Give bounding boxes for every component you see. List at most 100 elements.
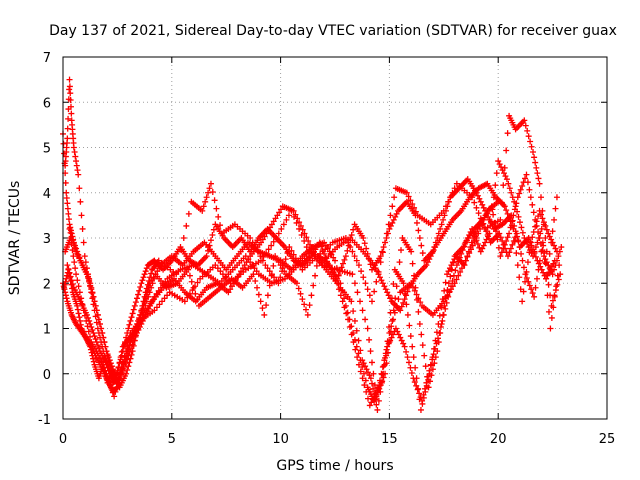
data-point <box>359 375 366 382</box>
data-point <box>483 228 490 235</box>
data-point <box>537 230 544 237</box>
data-point <box>415 227 422 234</box>
data-point <box>301 238 308 245</box>
data-point <box>272 253 279 260</box>
data-point <box>536 257 543 264</box>
data-point <box>384 343 391 350</box>
data-point <box>477 198 484 205</box>
data-point <box>359 307 366 314</box>
data-point <box>63 189 70 196</box>
data-point <box>505 180 512 187</box>
data-point <box>63 295 70 302</box>
data-point <box>72 265 79 272</box>
data-point <box>409 343 416 350</box>
data-point <box>339 260 346 267</box>
data-point <box>415 385 422 392</box>
data-point <box>526 186 533 193</box>
data-point <box>449 277 456 284</box>
data-point <box>131 302 138 309</box>
data-point <box>400 280 407 287</box>
data-point <box>153 304 160 311</box>
data-point <box>405 359 412 366</box>
data-point <box>551 242 558 249</box>
data-point <box>262 262 269 269</box>
data-point <box>528 143 535 150</box>
data-point <box>361 382 368 389</box>
data-point <box>162 278 169 285</box>
data-point <box>430 247 437 254</box>
data-point <box>103 361 110 368</box>
data-point <box>148 270 155 277</box>
data-point <box>413 375 420 382</box>
data-point <box>434 348 441 355</box>
data-point <box>229 283 236 290</box>
data-point <box>504 234 511 241</box>
data-point <box>529 234 536 241</box>
data-point <box>368 399 375 406</box>
data-point <box>378 277 385 284</box>
data-point <box>126 321 133 328</box>
data-point <box>445 280 452 287</box>
data-point <box>183 222 190 229</box>
data-point <box>527 138 534 145</box>
data-point <box>95 345 102 352</box>
data-point <box>485 213 492 220</box>
data-point <box>63 275 70 282</box>
data-point <box>333 277 340 284</box>
data-point <box>203 253 210 260</box>
data-point <box>128 345 135 352</box>
data-point <box>118 371 125 378</box>
data-point <box>514 194 521 201</box>
data-point <box>115 376 122 383</box>
data-point <box>474 192 481 199</box>
data-point <box>439 296 446 303</box>
data-point <box>123 348 130 355</box>
data-point <box>518 250 525 257</box>
data-point <box>386 225 393 232</box>
data-point <box>382 239 389 246</box>
data-point <box>448 266 455 273</box>
data-point <box>438 221 445 228</box>
data-point <box>424 259 431 266</box>
data-point <box>143 298 150 305</box>
data-point <box>64 200 71 207</box>
data-point <box>431 360 438 367</box>
data-point <box>282 256 289 263</box>
data-point <box>490 211 497 218</box>
data-point <box>225 289 232 296</box>
data-point <box>438 304 445 311</box>
data-point <box>501 170 508 177</box>
data-point <box>441 287 448 294</box>
data-point <box>486 230 493 237</box>
data-point <box>503 176 510 183</box>
data-point <box>464 235 471 241</box>
data-point <box>74 248 81 255</box>
data-point <box>254 284 261 291</box>
data-point <box>346 323 353 330</box>
data-point <box>471 199 478 206</box>
data-point <box>362 377 369 384</box>
data-point <box>540 269 547 276</box>
data-point <box>79 225 86 232</box>
data-point <box>108 385 115 392</box>
data-point <box>531 154 538 161</box>
data-point <box>426 256 433 263</box>
data-point <box>537 263 544 270</box>
data-point <box>147 274 154 281</box>
data-point <box>133 295 140 302</box>
data-point <box>530 149 537 156</box>
data-point <box>383 230 390 237</box>
data-point <box>92 336 99 343</box>
data-point <box>506 185 513 192</box>
data-point <box>153 290 160 297</box>
data-point <box>545 308 552 315</box>
data-point <box>453 276 460 283</box>
y-tick-label: -1 <box>38 413 51 428</box>
data-point <box>86 278 93 285</box>
data-point <box>553 248 560 255</box>
data-point <box>417 299 424 306</box>
data-point <box>504 130 511 137</box>
data-point <box>371 382 378 389</box>
data-point <box>290 251 297 258</box>
data-point <box>529 290 536 297</box>
